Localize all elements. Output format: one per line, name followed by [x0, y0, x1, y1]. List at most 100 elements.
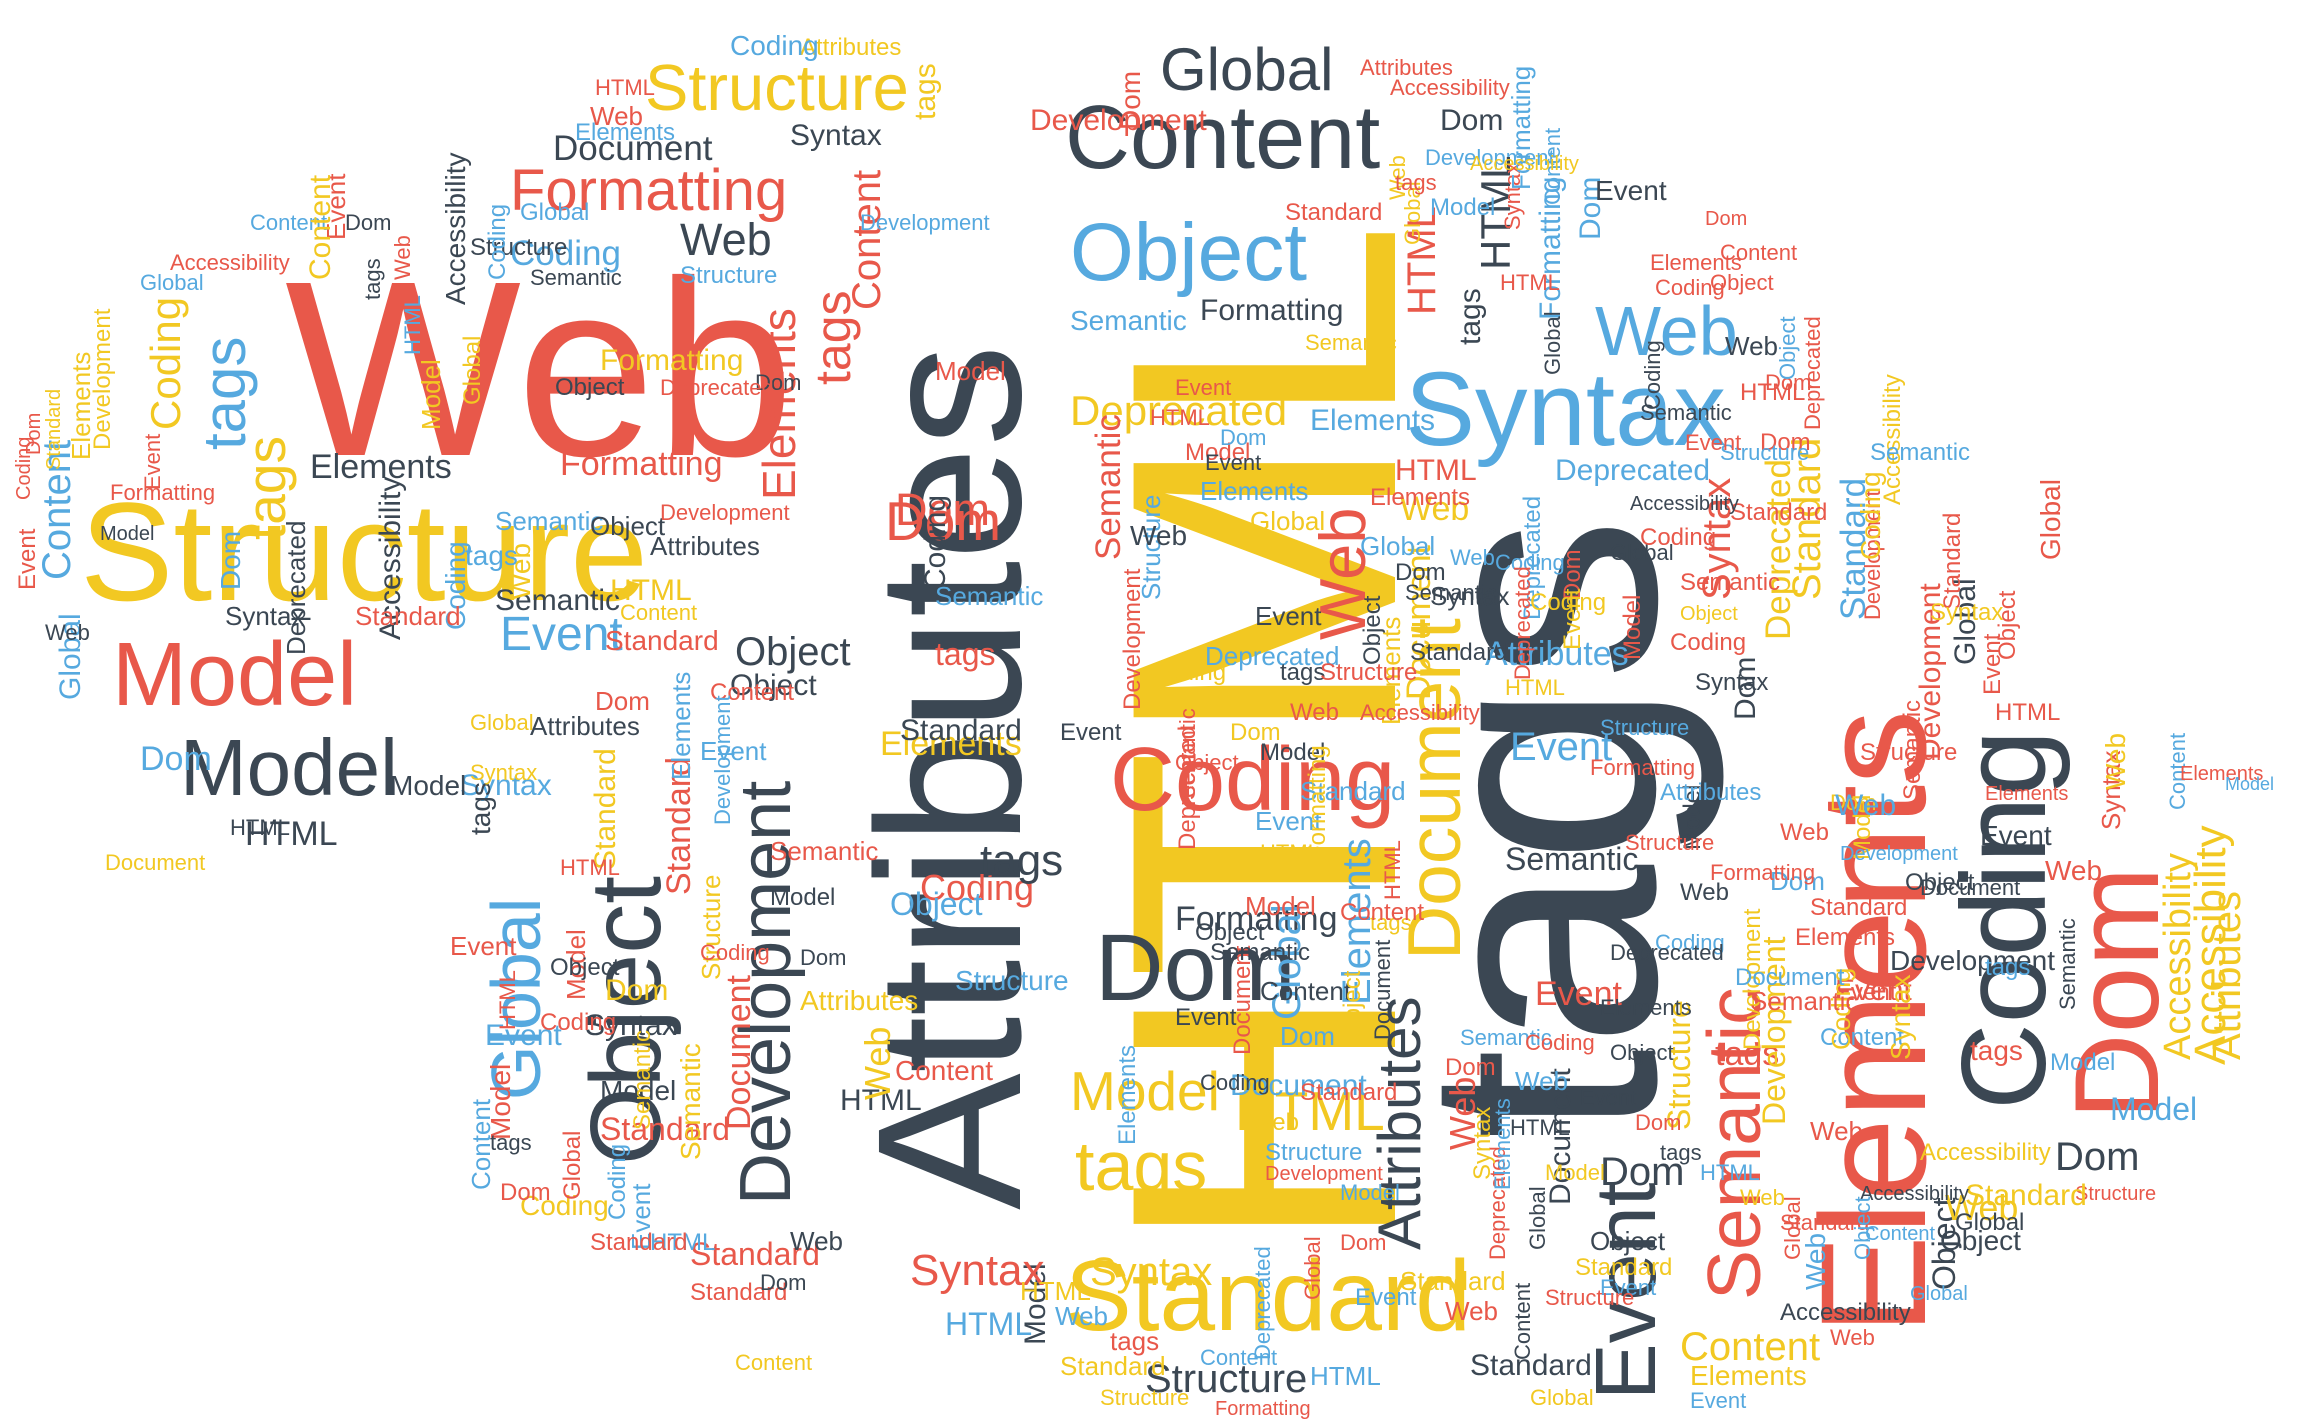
cloud-word-global-384: Global	[1310, 1198, 1368, 1220]
cloud-word-tags-129: tags	[1454, 288, 1487, 345]
cloud-word-dom-348: Dom	[1395, 559, 1446, 586]
cloud-word-tags-87: tags	[980, 836, 1063, 885]
cloud-word-elements-293: Elements	[2180, 763, 2263, 785]
cloud-word-structure-213: Structure	[696, 875, 726, 981]
cloud-word-standard-219: Standard	[690, 1279, 787, 1306]
cloud-word-accessibility-427: Accessibility	[1860, 1183, 1969, 1205]
cloud-word-event-345: Event	[1205, 450, 1261, 475]
cloud-word-tags-422: tags	[1660, 1140, 1702, 1165]
cloud-word-dom-181: Dom	[23, 413, 45, 455]
cloud-word-structure-111: Structure	[955, 965, 1069, 996]
cloud-word-standard-237: Standard	[1060, 1351, 1166, 1381]
cloud-word-web-145: Web	[1400, 490, 1469, 528]
cloud-word-coding-350: Coding	[1495, 550, 1565, 575]
cloud-word-global-347: Global	[1360, 531, 1435, 561]
cloud-word-elements-337: Elements	[1650, 250, 1742, 275]
cloud-word-accessibility-254: Accessibility	[1780, 1299, 1911, 1326]
cloud-word-model-42: Model	[1070, 1060, 1220, 1122]
cloud-word-formatting-43: Formatting	[560, 445, 723, 483]
cloud-word-global-24: Global	[477, 898, 555, 1100]
cloud-word-semantic-349: Semantic	[1405, 580, 1497, 605]
cloud-word-attributes-2: Attributes	[835, 344, 1064, 1210]
cloud-word-global-102: Global	[54, 613, 87, 700]
cloud-word-event-362: Event	[1060, 719, 1122, 746]
cloud-word-standard-249: Standard	[1470, 1349, 1592, 1382]
cloud-word-global-172: Global	[140, 270, 204, 295]
cloud-word-html-128: HTML	[1400, 206, 1444, 315]
cloud-word-standard-109: Standard	[605, 625, 719, 656]
cloud-word-deprecated-197: Deprecated	[660, 375, 774, 400]
cloud-word-coding-385: Coding	[1200, 1070, 1270, 1095]
cloud-word-dom-273: Dom	[1770, 866, 1825, 896]
cloud-word-document-93: Document	[720, 974, 758, 1130]
cloud-word-content-92: Content	[895, 1055, 993, 1086]
cloud-word-formatting-158: Formatting	[600, 344, 743, 377]
cloud-word-standard-200: Standard	[589, 748, 622, 870]
cloud-word-web-143: Web	[1130, 520, 1187, 551]
cloud-word-accessibility-358: Accessibility	[1360, 700, 1480, 725]
cloud-word-syntax-97: Syntax	[585, 1009, 677, 1042]
cloud-word-event-148: Event	[1255, 601, 1322, 631]
cloud-word-dom-365: Dom	[1230, 719, 1281, 746]
cloud-word-coding-363: Coding	[1150, 659, 1226, 686]
cloud-word-standard-319: Standard	[1730, 499, 1827, 526]
cloud-word-object-162: Object	[555, 374, 625, 401]
cloud-word-html-240: HTML	[1310, 1361, 1381, 1391]
cloud-word-event-173: Event	[321, 173, 351, 240]
cloud-word-document-69: Document	[1544, 1068, 1577, 1205]
cloud-word-semantic-223: Semantic	[629, 1030, 656, 1130]
cloud-word-structure-382: Structure	[1265, 1139, 1362, 1166]
cloud-word-model-58: Model	[1019, 1263, 1052, 1345]
cloud-word-semantic-302: Semantic	[1870, 439, 1970, 466]
cloud-word-global-245: Global	[1300, 1236, 1325, 1300]
cloud-word-dom-127: Dom	[1574, 177, 1607, 240]
cloud-word-tags-26: tags	[191, 337, 258, 450]
cloud-word-event-168: Event	[140, 434, 165, 490]
cloud-word-event-400: Event	[1600, 1275, 1656, 1300]
cloud-word-syntax-270: Syntax	[1885, 974, 1916, 1060]
cloud-word-development-85: Development	[1914, 583, 1947, 760]
cloud-word-global-192: Global	[459, 336, 486, 405]
cloud-word-dom-227: Dom	[500, 1179, 551, 1206]
cloud-word-coding-301: Coding	[1855, 471, 1886, 560]
cloud-word-deprecated-403: Deprecated	[1485, 1146, 1510, 1260]
cloud-word-attributes-66: Attributes	[1485, 635, 1629, 673]
cloud-word-dom-193: Dom	[755, 370, 801, 395]
cloud-word-web-39: Web	[1306, 508, 1379, 640]
cloud-word-dom-14: Dom	[1095, 915, 1296, 1021]
cloud-word-global-84: Global	[1949, 578, 1982, 665]
cloud-word-structure-188: Structure	[470, 234, 567, 261]
cloud-word-model-107: Model	[390, 770, 466, 801]
cloud-word-document-390: Document	[1370, 940, 1395, 1040]
cloud-word-html-60: HTML	[945, 1306, 1032, 1342]
cloud-word-model-207: Model	[770, 884, 835, 911]
cloud-word-standard-164: Standard	[900, 714, 1022, 747]
cloud-word-development-124: Development	[1425, 145, 1555, 170]
cloud-word-semantic-341: Semantic	[1305, 330, 1397, 355]
cloud-word-coding-225: Coding	[604, 1144, 631, 1220]
cloud-word-deprecated-369: Deprecated	[1174, 726, 1201, 850]
cloud-word-elements-63: Elements	[1335, 838, 1379, 1005]
cloud-word-content-250: Content	[1510, 1283, 1535, 1360]
cloud-word-semantic-215: Semantic	[770, 836, 878, 866]
cloud-word-structure-414: Structure	[1625, 830, 1714, 855]
cloud-word-html-88: HTML	[840, 1084, 922, 1117]
cloud-word-web-51: Web	[680, 214, 772, 265]
cloud-word-global-426: Global	[1780, 1196, 1805, 1260]
cloud-word-html-229: HTML	[495, 970, 520, 1030]
cloud-word-document-410: Document	[1735, 964, 1845, 991]
cloud-word-object-194: Object	[590, 511, 666, 541]
cloud-word-object-205: Object	[550, 954, 620, 981]
cloud-word-elements-405: Elements	[1490, 1098, 1515, 1190]
cloud-word-structure-4: Structure	[80, 473, 648, 630]
cloud-word-model-244: Model	[1340, 1180, 1400, 1205]
cloud-word-coding-359: Coding	[1530, 589, 1606, 616]
cloud-word-semantic-64: Semantic	[1505, 841, 1638, 877]
cloud-word-event-68: Event	[1535, 975, 1622, 1013]
cloud-word-html-286: HTML	[1995, 699, 2060, 726]
cloud-word-model-228: Model	[485, 1064, 516, 1140]
cloud-word-coding-95: Coding	[520, 1190, 609, 1221]
cloud-word-syntax-10: Syntax	[1405, 351, 1726, 468]
cloud-word-global-329: Global	[1400, 181, 1425, 245]
cloud-word-tags-40: tags	[805, 290, 861, 385]
